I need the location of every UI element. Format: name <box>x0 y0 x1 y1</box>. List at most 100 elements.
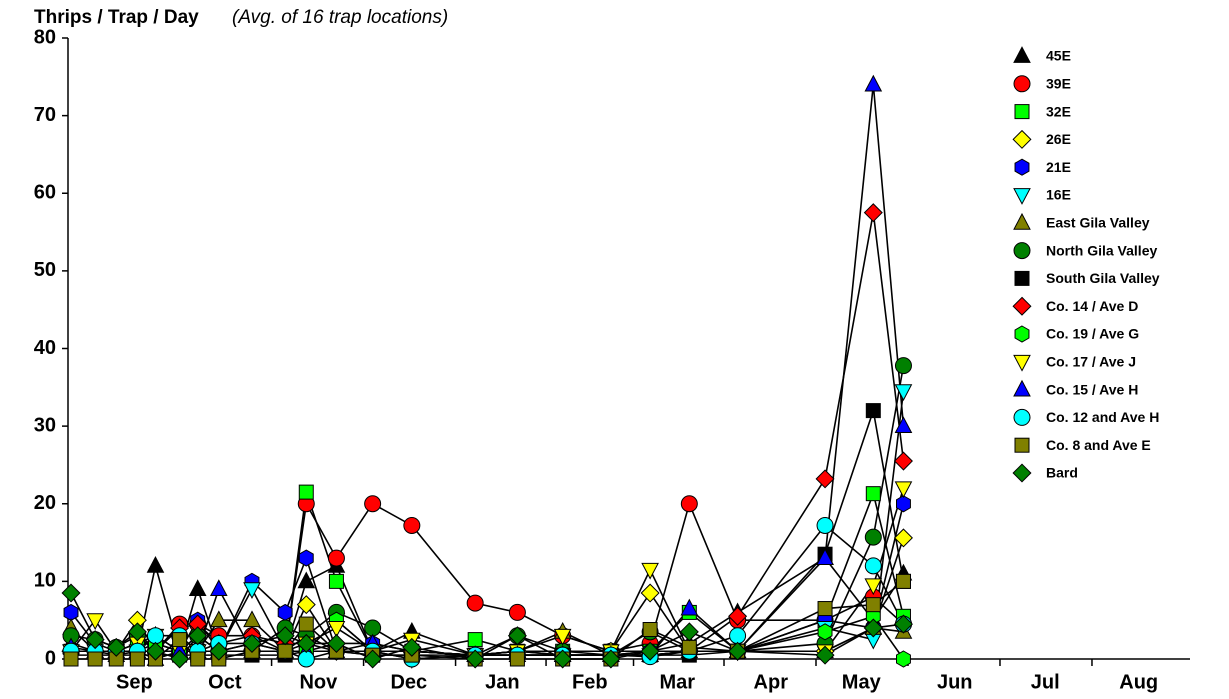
x-tick-label: Apr <box>754 671 789 693</box>
marker <box>146 627 164 645</box>
legend-marker <box>1014 104 1030 120</box>
marker <box>242 633 262 653</box>
legend-label: South Gila Valley <box>1046 270 1160 286</box>
marker <box>865 486 881 502</box>
y-tick-label: 70 <box>34 104 56 126</box>
marker <box>209 641 229 661</box>
legend-marker <box>1014 437 1030 453</box>
marker <box>297 571 316 589</box>
marker <box>553 628 572 646</box>
marker <box>63 603 79 622</box>
legend-marker <box>1012 296 1032 316</box>
y-tick-label: 80 <box>34 26 56 48</box>
legend-marker <box>1013 379 1031 397</box>
marker <box>466 594 484 612</box>
marker <box>894 481 913 499</box>
legend-marker <box>1014 158 1030 176</box>
marker <box>127 622 147 642</box>
marker <box>86 613 104 631</box>
x-tick-label: Jan <box>485 671 519 693</box>
marker <box>170 649 190 669</box>
marker <box>298 549 314 567</box>
x-tick-label: Jun <box>937 671 973 693</box>
marker <box>328 573 344 589</box>
marker <box>465 649 485 669</box>
marker <box>815 645 835 665</box>
x-tick-label: Oct <box>208 671 242 693</box>
marker <box>601 649 621 669</box>
marker <box>275 626 295 646</box>
marker <box>296 595 316 615</box>
series-line <box>70 557 905 656</box>
marker <box>364 495 382 513</box>
marker <box>894 416 913 434</box>
marker <box>209 610 228 628</box>
y-tick-label: 10 <box>34 570 56 592</box>
marker <box>680 495 698 513</box>
legend-label: Co. 19 / Ave G <box>1046 326 1139 342</box>
marker <box>816 516 834 534</box>
marker <box>61 583 81 603</box>
x-tick-label: Aug <box>1119 671 1158 693</box>
marker <box>864 74 883 92</box>
marker <box>188 579 207 597</box>
legend-marker <box>1012 129 1032 149</box>
marker <box>894 357 912 375</box>
marker <box>402 637 422 657</box>
legend-label: 16E <box>1046 187 1071 203</box>
legend-marker <box>1014 325 1030 343</box>
legend-marker <box>1013 188 1031 205</box>
x-tick-label: May <box>842 671 882 693</box>
marker <box>553 649 573 669</box>
marker <box>243 610 261 628</box>
marker <box>363 649 383 669</box>
marker <box>864 557 882 575</box>
legend-label: 26E <box>1046 131 1071 147</box>
legend-label: 32E <box>1046 103 1071 119</box>
marker <box>817 601 833 617</box>
marker <box>864 578 883 596</box>
marker <box>680 598 699 616</box>
marker <box>865 597 881 613</box>
legend-label: Co. 14 / Ave D <box>1046 298 1138 314</box>
marker <box>893 614 913 634</box>
chart-title: Thrips / Trap / Day <box>34 7 199 28</box>
marker <box>895 573 911 589</box>
x-tick-label: Sep <box>116 671 153 693</box>
marker <box>403 516 421 534</box>
x-tick-label: Jul <box>1031 671 1060 693</box>
marker <box>893 451 913 471</box>
legend-label: North Gila Valley <box>1046 242 1157 258</box>
legend-marker <box>1014 270 1030 286</box>
marker <box>507 626 527 646</box>
marker <box>327 621 346 638</box>
marker <box>298 616 314 632</box>
legend-label: Bard <box>1046 465 1078 481</box>
marker <box>681 639 697 655</box>
marker <box>864 528 882 546</box>
marker <box>642 622 658 638</box>
marker <box>863 618 883 638</box>
marker <box>896 650 911 668</box>
marker <box>817 623 833 641</box>
marker <box>146 555 165 573</box>
legend-marker <box>1013 354 1031 372</box>
marker <box>641 562 659 580</box>
marker <box>298 484 314 500</box>
legend-label: 45E <box>1046 48 1071 64</box>
marker <box>640 583 660 603</box>
legend-marker <box>1012 463 1032 483</box>
marker <box>326 633 346 653</box>
legend-label: Co. 15 / Ave H <box>1046 381 1138 397</box>
y-tick-label: 0 <box>45 647 56 669</box>
marker <box>728 641 748 661</box>
marker <box>815 469 835 489</box>
legend-marker <box>1013 75 1031 93</box>
marker <box>679 622 699 642</box>
marker <box>467 632 483 648</box>
marker <box>209 579 228 597</box>
marker <box>327 549 345 567</box>
marker <box>129 651 145 667</box>
legend-label: 21E <box>1046 159 1071 175</box>
marker <box>816 548 834 565</box>
